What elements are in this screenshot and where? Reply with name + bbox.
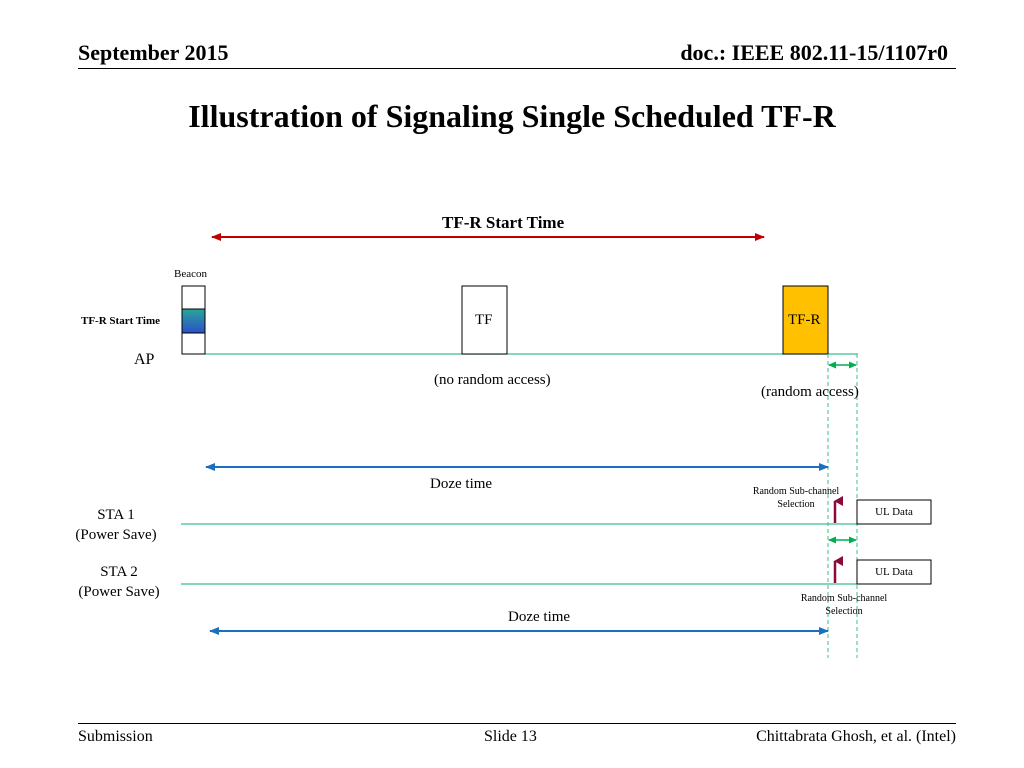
ap-label: AP	[134, 351, 155, 368]
sta1-selection-line1: Random Sub-channel	[752, 486, 840, 497]
header-rule	[78, 68, 956, 69]
sta2-label: STA 2 (Power Save)	[64, 562, 174, 602]
tfr-frame	[782, 285, 829, 355]
beacon-start-time-field	[181, 308, 206, 334]
sta1-doze-label: Doze time	[430, 476, 493, 492]
sta2-mode: (Power Save)	[78, 584, 160, 600]
footer-submission: Submission	[78, 728, 153, 745]
sta2-selection-line2: Selection	[825, 606, 863, 617]
sta2-doze-label: Doze time	[508, 609, 571, 625]
sta1-ul-data-label: UL Data	[875, 506, 913, 518]
slide-title: Illustration of Signaling Single Schedul…	[188, 98, 836, 134]
sta2-name: STA 2	[100, 564, 138, 580]
tf-frame	[461, 285, 508, 355]
header-date: September 2015	[78, 40, 229, 65]
random-access-label: (random access)	[761, 384, 859, 400]
sta2-ul-data-box	[856, 559, 932, 585]
sta1-ul-data-box	[856, 499, 932, 525]
sta1-label: STA 1 (Power Save)	[62, 505, 170, 545]
footer-rule	[78, 723, 956, 724]
sta2-selection-line1: Random Sub-channel	[800, 593, 888, 604]
sta1-selection-label: Random Sub-channel Selection	[740, 485, 852, 511]
start-time-label: TF-R Start Time	[442, 213, 565, 232]
sta1-selection-line2: Selection	[777, 499, 815, 510]
header-doc-id: doc.: IEEE 802.11-15/1107r0	[680, 40, 948, 65]
sta1-mode: (Power Save)	[75, 527, 157, 543]
sta2-ul-data-label: UL Data	[875, 566, 913, 578]
beacon-label: Beacon	[174, 268, 207, 280]
no-random-access-label: (no random access)	[434, 372, 551, 388]
beacon-field-label: TF-R Start Time	[81, 315, 161, 327]
tfr-label: TF-R	[788, 312, 821, 328]
footer-slide-number: Slide 13	[484, 728, 537, 745]
sta2-selection-label: Random Sub-channel Selection	[788, 592, 900, 618]
sta1-name: STA 1	[97, 507, 135, 523]
footer-author: Chittabrata Ghosh, et al. (Intel)	[756, 728, 956, 745]
tf-label: TF	[475, 312, 493, 328]
